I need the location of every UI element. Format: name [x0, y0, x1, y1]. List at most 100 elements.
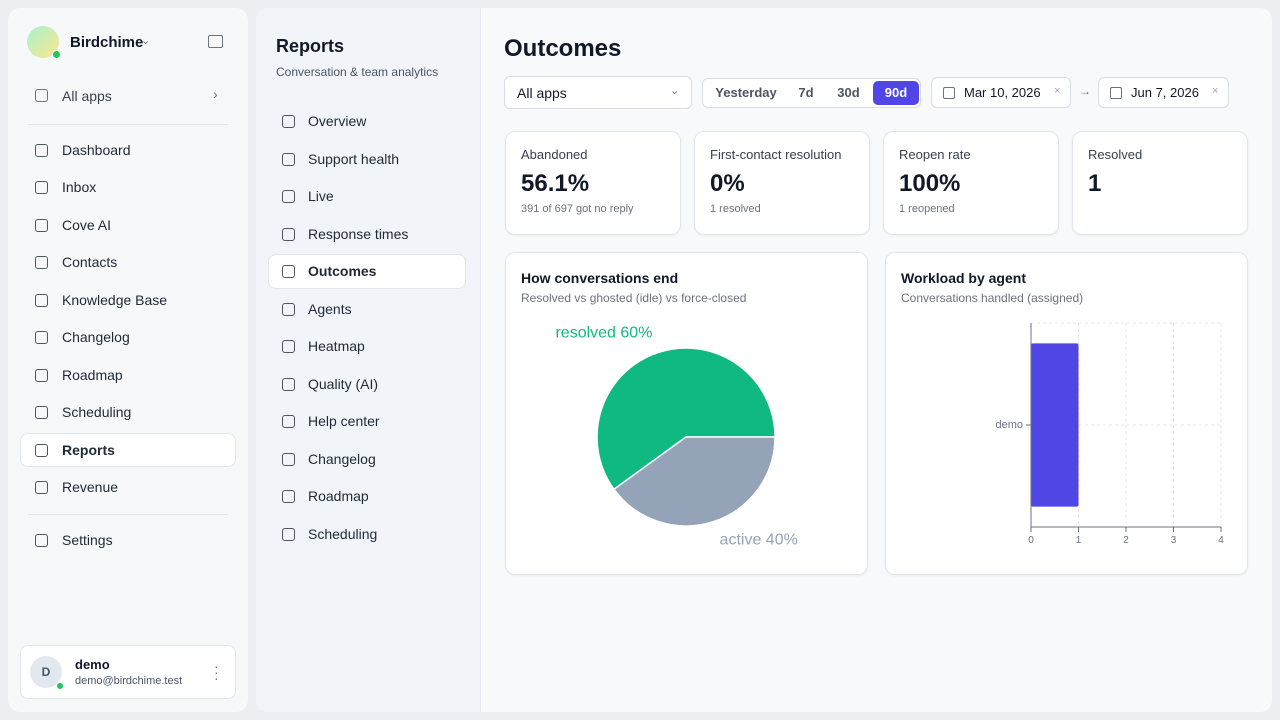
- range-button[interactable]: Yesterday: [715, 85, 777, 100]
- subnav-title: Reports: [276, 36, 345, 56]
- calendar-icon: [943, 87, 955, 99]
- nav-item[interactable]: Changelog: [62, 329, 130, 345]
- page-title: Outcomes: [504, 35, 622, 62]
- icon: [35, 181, 48, 194]
- icon: [282, 453, 295, 466]
- brand[interactable]: Birdchime: [70, 34, 144, 51]
- stat-card: [505, 131, 681, 235]
- stat-label: First-contact resolution: [710, 147, 842, 162]
- y-tick-label: demo: [995, 419, 1023, 431]
- stat-label: Resolved: [1088, 147, 1143, 162]
- range-button[interactable]: 30d: [837, 85, 860, 100]
- status-dot: [52, 50, 61, 59]
- nav-item[interactable]: Reports: [62, 442, 115, 458]
- x-tick-label: 3: [1171, 535, 1177, 546]
- icon: [282, 190, 295, 203]
- bar: [1031, 343, 1079, 507]
- collapse-button[interactable]: [208, 35, 223, 48]
- icon: [35, 406, 48, 419]
- subnav-item[interactable]: Overview: [308, 113, 367, 129]
- icon: [35, 369, 48, 382]
- subnav: [256, 8, 481, 712]
- chart-subtitle: Conversations handled (assigned): [901, 291, 1084, 305]
- icon: [282, 115, 295, 128]
- icon: [35, 534, 48, 547]
- icon: [282, 415, 295, 428]
- x-tick-label: 1: [1076, 535, 1082, 546]
- nav-item[interactable]: Cove AI: [62, 217, 112, 233]
- subnav-item[interactable]: Support health: [308, 151, 400, 167]
- stat-note: 391 of 697 got no reply: [521, 203, 634, 215]
- subnav-item[interactable]: Live: [308, 188, 334, 204]
- sidebar: [8, 8, 248, 712]
- chart-subtitle: Resolved vs ghosted (idle) vs force-clos…: [521, 291, 747, 305]
- x-tick-label: 2: [1123, 535, 1129, 546]
- subnav-item[interactable]: Changelog: [308, 451, 376, 467]
- subnav-item[interactable]: Outcomes: [308, 263, 377, 279]
- icon: [35, 89, 48, 102]
- app-select-value[interactable]: All apps: [517, 85, 567, 101]
- icon: [282, 228, 295, 241]
- chevron: ⌄: [141, 35, 151, 47]
- subnav-subtitle: Conversation & team analytics: [276, 65, 439, 79]
- date-value[interactable]: Jun 7, 2026: [1131, 85, 1199, 100]
- pie-slice: [612, 436, 776, 527]
- x-tick-label: 4: [1218, 535, 1224, 546]
- subnav-item[interactable]: Heatmap: [308, 338, 365, 354]
- menu-button[interactable]: · · ·: [214, 658, 219, 686]
- clear-button[interactable]: ×: [1212, 85, 1219, 97]
- pie-slice: [596, 347, 776, 491]
- subnav-item[interactable]: Scheduling: [308, 526, 378, 542]
- subnav-item[interactable]: Help center: [308, 413, 380, 429]
- slice-value: 40%: [766, 531, 798, 548]
- stat-card: [1072, 131, 1248, 235]
- nav-item[interactable]: Revenue: [62, 479, 119, 495]
- clear-button[interactable]: ×: [1054, 85, 1061, 97]
- subnav-item[interactable]: Quality (AI): [308, 376, 379, 392]
- icon: [282, 303, 295, 316]
- nav-item[interactable]: Contacts: [62, 254, 118, 270]
- all-apps[interactable]: All apps: [62, 88, 112, 104]
- slice-category: resolved: [555, 325, 615, 342]
- date-value[interactable]: Mar 10, 2026: [964, 85, 1041, 100]
- subnav-active: [268, 254, 466, 289]
- subnav-item[interactable]: Agents: [308, 301, 352, 317]
- stat-value: 1: [1088, 170, 1102, 197]
- date-input[interactable]: [1098, 77, 1229, 108]
- stat-note: 1 resolved: [710, 203, 761, 215]
- icon: [35, 481, 48, 494]
- range-button[interactable]: 90d: [873, 81, 919, 105]
- icon: [35, 144, 48, 157]
- chart: 0 1 2 3 4 demo: [995, 322, 1224, 546]
- nav-item[interactable]: Roadmap: [62, 367, 123, 383]
- stat-value: 56.1%: [521, 170, 590, 197]
- icon: [35, 294, 48, 307]
- stat-label: Reopen rate: [899, 147, 971, 162]
- nav-item[interactable]: Settings: [62, 532, 113, 548]
- icon: [282, 490, 295, 503]
- slice-category: active: [720, 531, 762, 548]
- stat-value: 100%: [899, 170, 961, 197]
- app-select[interactable]: [504, 76, 692, 109]
- icon: [282, 378, 295, 391]
- icon: [282, 340, 295, 353]
- nav-item[interactable]: Dashboard: [62, 142, 131, 158]
- icon: [35, 219, 48, 232]
- icon: [35, 331, 48, 344]
- subnav-item[interactable]: Response times: [308, 226, 409, 242]
- nav-item[interactable]: Scheduling: [62, 404, 132, 420]
- icon: [35, 256, 48, 269]
- stat-value: 0%: [710, 170, 745, 197]
- x-tick-label: 0: [1028, 535, 1034, 546]
- nav-active: [20, 433, 236, 467]
- chevron: ›: [213, 86, 218, 102]
- subnav-item[interactable]: Roadmap: [308, 488, 369, 504]
- nav-item[interactable]: Knowledge Base: [62, 292, 168, 308]
- range-button[interactable]: 7d: [798, 85, 814, 100]
- user-email: demo@birdchime.test: [75, 675, 183, 687]
- chart-title: Workload by agent: [901, 270, 1026, 286]
- calendar-icon: [1110, 87, 1122, 99]
- slice-label: active 40%: [720, 531, 798, 548]
- nav-item[interactable]: Inbox: [62, 179, 97, 195]
